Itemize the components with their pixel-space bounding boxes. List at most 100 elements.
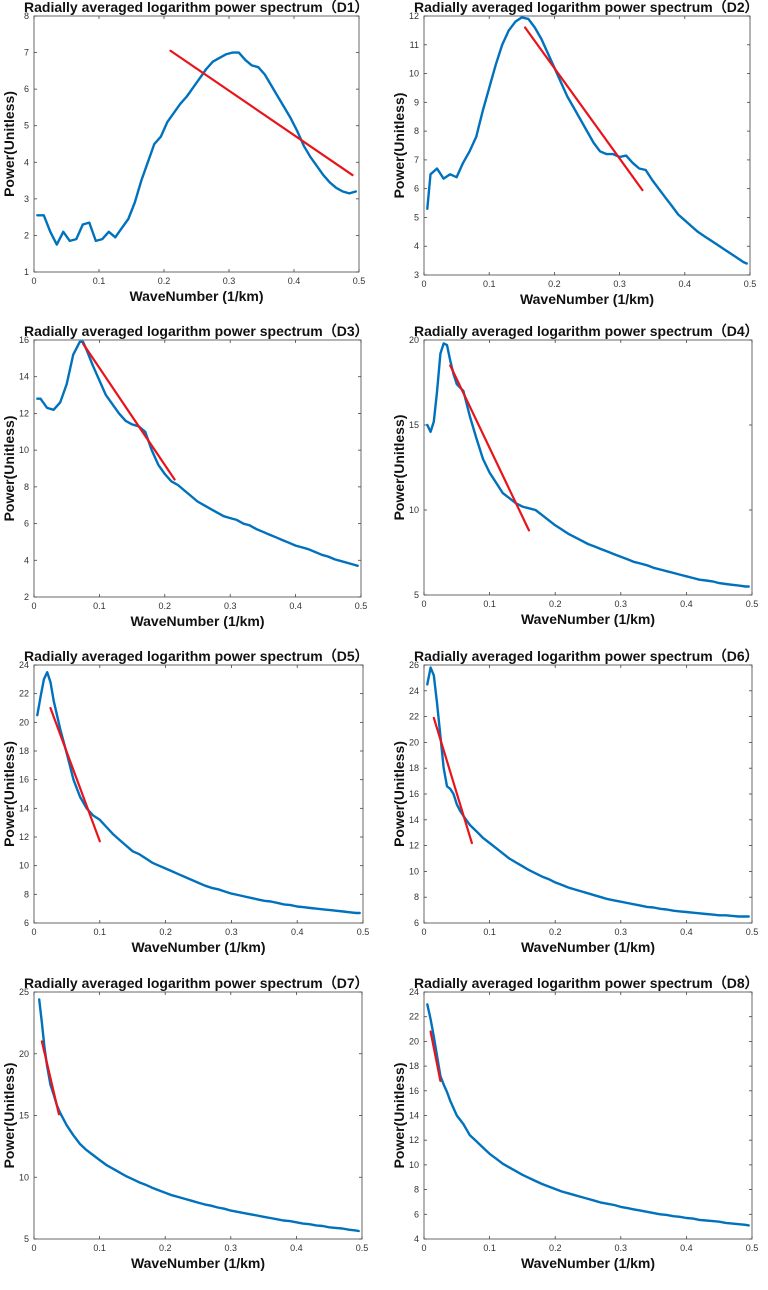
y-tick-label: 4: [414, 241, 419, 251]
x-tick-label: 0.3: [223, 276, 236, 286]
x-tick-label: 0.5: [744, 279, 757, 289]
y-tick-label: 16: [19, 335, 29, 345]
y-tick-label: 5: [24, 121, 29, 131]
y-tick-label: 14: [409, 815, 419, 825]
y-tick-label: 16: [409, 1086, 419, 1096]
chart-panel-d2: Radially averaged logarithm power spectr…: [391, 0, 759, 307]
x-tick-label: 0.3: [615, 1243, 628, 1253]
chart-panel-d4: Radially averaged logarithm power spectr…: [391, 323, 759, 627]
fit-line: [40, 1040, 61, 1116]
x-tick-label: 0.2: [158, 276, 171, 286]
chart-title: Radially averaged logarithm power spectr…: [414, 0, 759, 15]
y-tick-label: 10: [19, 1172, 29, 1182]
y-tick-label: 3: [414, 270, 419, 280]
y-tick-label: 4: [414, 1234, 419, 1244]
x-axis-label: WaveNumber (1/km): [131, 1255, 265, 1271]
chart-title: Radially averaged logarithm power spectr…: [24, 0, 369, 15]
chart-panel-d1: Radially averaged logarithm power spectr…: [1, 0, 369, 304]
fit-line: [49, 706, 101, 843]
x-tick-label: 0.2: [549, 927, 562, 937]
plot-frame: [423, 991, 753, 1240]
chart-panel-d8: Radially averaged logarithm power spectr…: [391, 975, 759, 1271]
y-axis-label: Power(Unitless): [1, 1063, 17, 1169]
chart-title: Radially averaged logarithm power spectr…: [24, 648, 369, 664]
x-tick-label: 0.1: [93, 601, 106, 611]
y-axis-label: Power(Unitless): [391, 415, 407, 521]
fit-line: [432, 716, 473, 845]
spectrum-line: [426, 666, 750, 918]
y-tick-label: 18: [409, 763, 419, 773]
spectrum-line: [426, 1003, 750, 1227]
y-tick-label: 20: [19, 717, 29, 727]
y-tick-label: 16: [409, 789, 419, 799]
chart-title: Radially averaged logarithm power spectr…: [414, 648, 759, 664]
y-tick-label: 20: [409, 335, 419, 345]
spectrum-line: [36, 51, 357, 246]
x-axis-label: WaveNumber (1/km): [131, 939, 265, 955]
x-tick-label: 0.1: [483, 927, 496, 937]
y-tick-label: 9: [414, 97, 419, 107]
chart-panel-d7: Radially averaged logarithm power spectr…: [1, 975, 369, 1271]
fit-line: [523, 26, 644, 192]
x-tick-label: 0.2: [548, 279, 561, 289]
x-tick-label: 0.1: [93, 276, 106, 286]
y-tick-label: 12: [409, 841, 419, 851]
y-axis-label: Power(Unitless): [391, 741, 407, 847]
x-tick-label: 0.4: [290, 1243, 303, 1253]
y-tick-label: 8: [24, 482, 29, 492]
y-tick-label: 5: [414, 590, 419, 600]
y-tick-label: 16: [19, 775, 29, 785]
plot-frame: [33, 339, 362, 598]
y-tick-label: 12: [409, 1135, 419, 1145]
x-tick-label: 0.5: [746, 599, 759, 609]
y-tick-label: 4: [24, 555, 29, 565]
chart-panel-d3: Radially averaged logarithm power spectr…: [1, 323, 369, 629]
y-tick-label: 18: [409, 1061, 419, 1071]
plot-frame: [33, 664, 364, 924]
x-tick-label: 0.3: [615, 599, 628, 609]
x-tick-label: 0: [31, 927, 36, 937]
y-tick-label: 10: [409, 505, 419, 515]
spectrum-line: [426, 342, 750, 588]
y-axis-label: Power(Unitless): [1, 91, 17, 197]
x-tick-label: 0.1: [93, 1243, 106, 1253]
fit-line: [81, 342, 176, 481]
y-tick-label: 14: [409, 1111, 419, 1121]
y-tick-label: 14: [19, 803, 29, 813]
x-tick-label: 0.4: [680, 599, 693, 609]
y-tick-label: 10: [19, 445, 29, 455]
chart-title: Radially averaged logarithm power spectr…: [414, 975, 759, 991]
y-tick-label: 24: [19, 660, 29, 670]
y-tick-label: 4: [24, 157, 29, 167]
y-tick-label: 2: [24, 592, 29, 602]
y-tick-label: 10: [409, 69, 419, 79]
x-axis-label: WaveNumber (1/km): [520, 291, 654, 307]
y-tick-label: 7: [24, 48, 29, 58]
x-axis-label: WaveNumber (1/km): [130, 613, 264, 629]
y-tick-label: 6: [414, 1209, 419, 1219]
x-tick-label: 0.4: [288, 276, 301, 286]
y-tick-label: 12: [409, 11, 419, 21]
y-tick-label: 6: [414, 184, 419, 194]
x-tick-label: 0.4: [680, 1243, 693, 1253]
x-tick-label: 0.3: [615, 927, 628, 937]
x-tick-label: 0: [31, 601, 36, 611]
x-tick-label: 0: [421, 1243, 426, 1253]
x-tick-label: 0.3: [225, 1243, 238, 1253]
y-tick-label: 22: [19, 689, 29, 699]
y-tick-label: 5: [24, 1234, 29, 1244]
x-tick-label: 0.1: [483, 599, 496, 609]
spectrum-line: [426, 16, 748, 265]
fit-line: [429, 1030, 442, 1083]
x-tick-label: 0.1: [483, 279, 496, 289]
plot-frame: [423, 15, 751, 276]
y-tick-label: 12: [19, 408, 29, 418]
x-tick-label: 0.1: [94, 927, 107, 937]
chart-title: Radially averaged logarithm power spectr…: [24, 323, 369, 339]
x-tick-label: 0.4: [680, 927, 693, 937]
plot-frame: [423, 339, 753, 596]
x-tick-label: 0.3: [613, 279, 626, 289]
x-tick-label: 0: [421, 279, 426, 289]
y-tick-label: 6: [24, 519, 29, 529]
